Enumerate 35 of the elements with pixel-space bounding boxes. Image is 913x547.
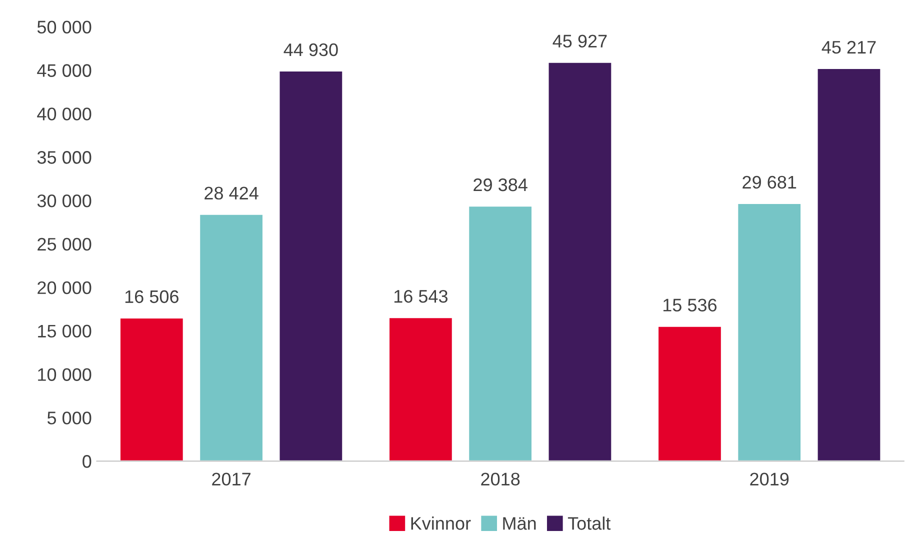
x-tick-label: 2017 — [212, 472, 250, 486]
y-tick-label: 30 000 — [37, 194, 92, 208]
data-label: 16 543 — [394, 290, 448, 303]
data-label: 15 536 — [663, 298, 717, 312]
data-label: 29 681 — [742, 176, 796, 189]
y-tick-label: 20 000 — [38, 281, 92, 294]
legend-label: Totalt — [568, 516, 611, 530]
bar — [468, 205, 533, 462]
y-tick-label: 5 000 — [47, 412, 92, 424]
data-label: 44 930 — [284, 43, 338, 56]
bar — [198, 214, 264, 462]
bar — [119, 317, 184, 462]
bar — [547, 61, 613, 462]
y-tick-label: 0 — [82, 455, 92, 468]
bar — [388, 316, 454, 462]
data-label: 29 384 — [474, 178, 528, 192]
data-label: 16 506 — [125, 290, 178, 304]
bar — [736, 202, 802, 462]
y-tick-label: 45 000 — [37, 64, 92, 77]
x-tick-label: 2019 — [750, 472, 789, 486]
y-tick-label: 10 000 — [38, 368, 92, 381]
legend-label: Män — [503, 517, 536, 530]
data-label: 45 217 — [822, 40, 876, 54]
y-tick-label: 25 000 — [38, 238, 92, 251]
bar — [657, 325, 722, 462]
y-tick-label: 40 000 — [37, 108, 92, 120]
legend-label: Kvinnor — [411, 516, 471, 530]
y-tick-label: 50 000 — [37, 20, 92, 34]
bar — [816, 68, 882, 462]
data-label: 45 927 — [552, 34, 607, 48]
x-tick-label: 2018 — [481, 472, 520, 486]
y-tick-label: 15 000 — [38, 324, 92, 338]
data-label: 28 424 — [204, 186, 258, 200]
bar — [278, 70, 344, 462]
y-tick-label: 35 000 — [37, 151, 92, 164]
